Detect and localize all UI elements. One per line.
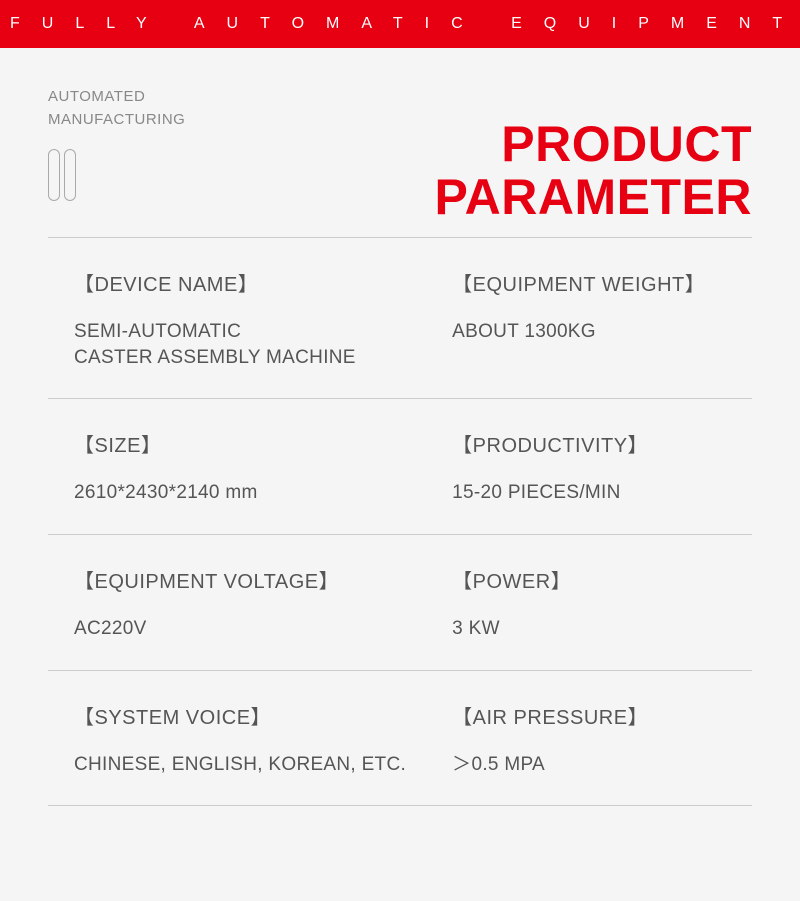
param-row: 【DEVICE NAME】 SEMI-AUTOMATIC CASTER ASSE… — [48, 238, 752, 399]
param-cell-left: 【SIZE】 2610*2430*2140 mm — [74, 429, 452, 506]
param-label: 【EQUIPMENT WEIGHT】 — [452, 268, 726, 297]
param-label: 【SIZE】 — [74, 429, 452, 458]
title-line1: PRODUCT — [435, 118, 752, 171]
pill-icon — [64, 149, 76, 201]
param-row: 【SYSTEM VOICE】 CHINESE, ENGLISH, KOREAN,… — [48, 671, 752, 807]
header-section: AUTOMATED MANUFACTURING PRODUCT PARAMETE… — [0, 48, 800, 201]
param-value: 15-20 PIECES/MIN — [452, 480, 726, 506]
param-value: 3 KW — [452, 616, 726, 642]
param-label: 【SYSTEM VOICE】 — [74, 701, 452, 730]
param-cell-right: 【EQUIPMENT WEIGHT】 ABOUT 1300KG — [452, 268, 726, 370]
param-label: 【PRODUCTIVITY】 — [452, 429, 726, 458]
title-line2: PARAMETER — [435, 171, 752, 224]
param-cell-right: 【POWER】 3 KW — [452, 565, 726, 642]
param-value: ＞0.5 MPA — [452, 752, 726, 778]
param-value: AC220V — [74, 616, 452, 642]
param-cell-right: 【PRODUCTIVITY】 15-20 PIECES/MIN — [452, 429, 726, 506]
param-value: ABOUT 1300KG — [452, 319, 726, 345]
param-label: 【DEVICE NAME】 — [74, 268, 452, 297]
param-cell-left: 【EQUIPMENT VOLTAGE】 AC220V — [74, 565, 452, 642]
pill-icon — [48, 149, 60, 201]
value-line: CASTER ASSEMBLY MACHINE — [74, 345, 452, 371]
top-banner: FULLY AUTOMATIC EQUIPMENT — [0, 0, 800, 48]
param-label: 【EQUIPMENT VOLTAGE】 — [74, 565, 452, 594]
param-row: 【SIZE】 2610*2430*2140 mm 【PRODUCTIVITY】 … — [48, 399, 752, 535]
subheader-line1: AUTOMATED — [48, 86, 752, 109]
main-title: PRODUCT PARAMETER — [435, 118, 752, 223]
parameter-grid: 【DEVICE NAME】 SEMI-AUTOMATIC CASTER ASSE… — [0, 238, 800, 806]
param-row: 【EQUIPMENT VOLTAGE】 AC220V 【POWER】 3 KW — [48, 535, 752, 671]
param-label: 【AIR PRESSURE】 — [452, 701, 726, 730]
param-cell-left: 【DEVICE NAME】 SEMI-AUTOMATIC CASTER ASSE… — [74, 268, 452, 370]
param-cell-right: 【AIR PRESSURE】 ＞0.5 MPA — [452, 701, 726, 778]
param-value: 2610*2430*2140 mm — [74, 480, 452, 506]
param-value: CHINESE, ENGLISH, KOREAN, ETC. — [74, 752, 452, 778]
value-line: SEMI-AUTOMATIC — [74, 319, 452, 345]
param-cell-left: 【SYSTEM VOICE】 CHINESE, ENGLISH, KOREAN,… — [74, 701, 452, 778]
param-value: SEMI-AUTOMATIC CASTER ASSEMBLY MACHINE — [74, 319, 452, 370]
param-label: 【POWER】 — [452, 565, 726, 594]
